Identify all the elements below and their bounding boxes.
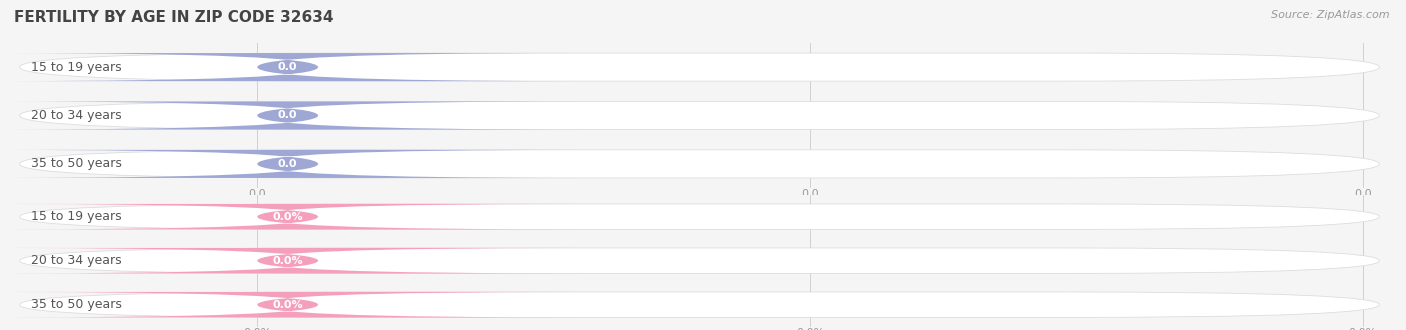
Text: 20 to 34 years: 20 to 34 years (31, 254, 121, 267)
FancyBboxPatch shape (20, 204, 1379, 229)
FancyBboxPatch shape (0, 150, 578, 178)
Text: 0.0: 0.0 (278, 159, 298, 169)
Text: FERTILITY BY AGE IN ZIP CODE 32634: FERTILITY BY AGE IN ZIP CODE 32634 (14, 10, 333, 25)
FancyBboxPatch shape (20, 101, 1379, 130)
Text: Source: ZipAtlas.com: Source: ZipAtlas.com (1271, 10, 1389, 20)
Text: 0.0%: 0.0% (273, 300, 302, 310)
FancyBboxPatch shape (20, 150, 1379, 178)
Text: 20 to 34 years: 20 to 34 years (31, 109, 121, 122)
FancyBboxPatch shape (20, 53, 1379, 81)
FancyBboxPatch shape (0, 53, 578, 81)
Text: 15 to 19 years: 15 to 19 years (31, 210, 121, 223)
FancyBboxPatch shape (20, 248, 1379, 274)
Text: 15 to 19 years: 15 to 19 years (31, 61, 121, 74)
FancyBboxPatch shape (20, 292, 1379, 317)
Text: 0.0: 0.0 (278, 111, 298, 120)
FancyBboxPatch shape (0, 204, 578, 229)
FancyBboxPatch shape (0, 292, 578, 317)
Text: 35 to 50 years: 35 to 50 years (31, 157, 121, 170)
Text: 35 to 50 years: 35 to 50 years (31, 298, 121, 311)
FancyBboxPatch shape (0, 248, 578, 274)
Text: 0.0%: 0.0% (273, 212, 302, 222)
Text: 0.0%: 0.0% (273, 256, 302, 266)
FancyBboxPatch shape (0, 101, 578, 130)
Text: 0.0: 0.0 (278, 62, 298, 72)
